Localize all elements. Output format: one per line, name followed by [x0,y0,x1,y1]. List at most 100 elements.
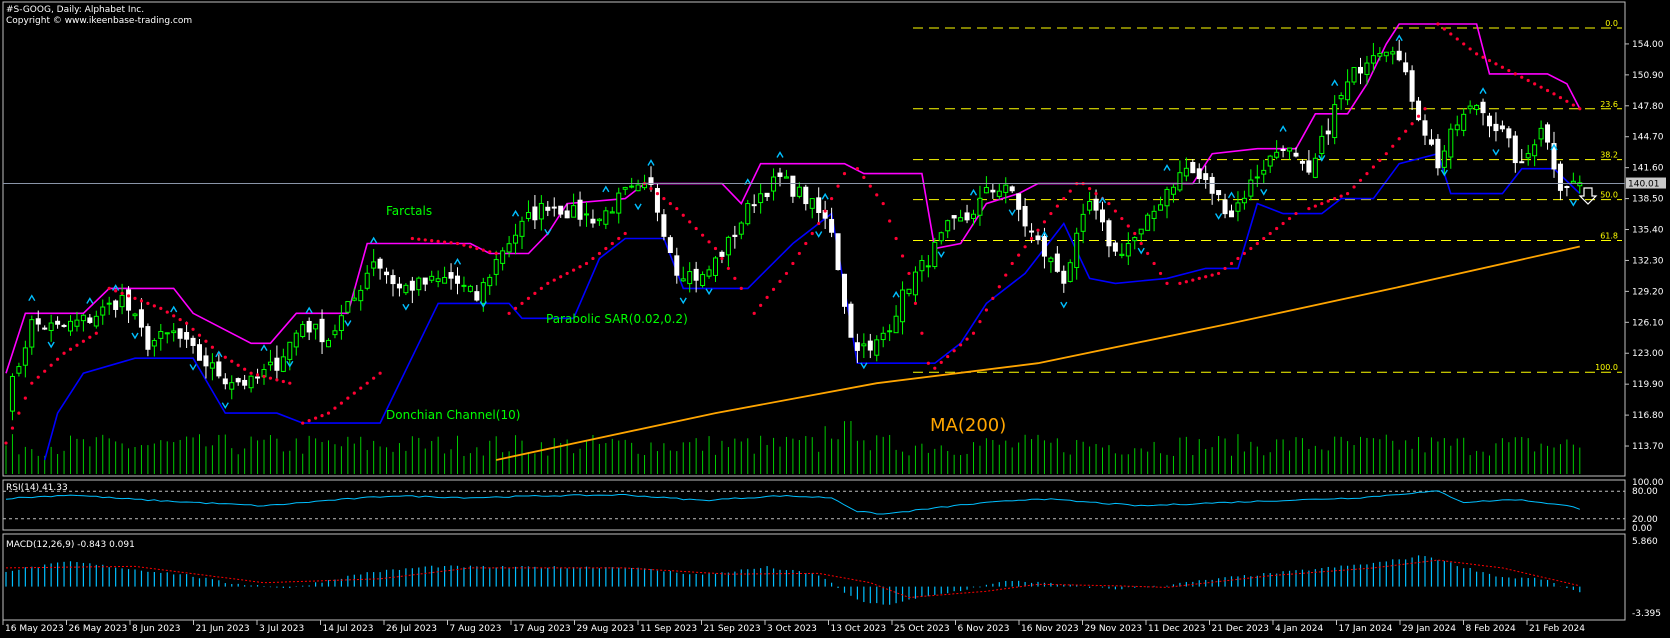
sar-dot [36,375,40,379]
candle-body [1280,148,1286,151]
rsi-tick-label: 80.00 [1632,487,1658,497]
candle-body [242,379,248,386]
sar-dot [43,369,47,373]
candle-body [1370,55,1376,64]
candle-body [1132,237,1138,242]
sar-dot [1416,114,1421,118]
fractal-up-icon [1331,79,1339,87]
sar-dot [10,426,15,430]
sar-dot [565,271,569,276]
sar-dot [817,221,821,226]
price-axis: 154.00 150.90 147.80 144.70 141.60 138.50 135.… [1625,40,1664,452]
sar-dot [1352,185,1356,189]
sar-dot [1533,82,1537,86]
candle-body [1158,204,1164,211]
candle-body [1532,144,1538,157]
candle-body [874,339,880,356]
candle-body [435,278,441,283]
sar-dot [720,256,724,261]
candle-body [1545,124,1551,143]
candle-body [293,332,299,348]
fractal-down-icon [815,231,823,238]
candle-body [1435,138,1441,169]
fractal-up-icon [1395,34,1403,42]
candle-body [403,284,409,294]
macd-signal-line [5,559,1580,599]
candle-body [1487,115,1492,127]
sar-dot [1223,266,1227,271]
candle-body [848,303,854,338]
sar-dot [991,296,995,300]
sar-dot [320,413,324,418]
candle-body [1512,135,1518,164]
candle-body [345,301,351,313]
sar-dot [1249,246,1253,251]
candle-body [1022,206,1028,227]
sar-dot [1268,231,1272,236]
date-tick-label: 8 Jun 2023 [132,624,180,634]
sar-dot [726,266,731,271]
sar-dot [1552,92,1556,96]
candle-body [951,215,957,219]
candle-body [171,330,177,334]
candle-body [622,186,628,190]
sar-dot [842,172,847,176]
candle-body [100,306,106,316]
candle-body [16,366,22,374]
sar-dot [1139,241,1143,246]
candle-body [842,273,847,307]
sar-dot [952,349,956,353]
fractal-up-icon [453,258,462,265]
sar-dot [255,373,260,377]
sar-dot [1133,231,1137,236]
candle-body [1138,228,1144,235]
sar-dot [1158,271,1163,276]
fractal-up-icon [370,236,378,244]
candle-body [1577,182,1583,187]
date-tick-label: 8 Feb 2024 [1466,624,1517,634]
candle-body [1080,213,1086,232]
candle-body [1254,176,1260,179]
candle-body [42,327,48,330]
fractal-up-icon [1163,164,1171,171]
sar-dot [1049,211,1053,216]
sar-dot [372,376,376,380]
fractal-down-icon [937,251,945,259]
fractal-up-icon [215,350,223,358]
candle-body [126,289,132,311]
sar-dot [494,251,498,256]
candle-body [145,326,151,350]
sar-dot [275,378,279,382]
candle-body [745,203,751,225]
sar-dot [959,343,963,347]
sar-dot [139,299,144,303]
candle-body [880,332,886,341]
price-tick-label: 119.90 [1632,380,1664,390]
sar-dot [288,381,292,385]
date-tick-label: 29 Jan 2024 [1402,624,1456,634]
copyright-text: Copyright © www.ikeenbase-trading.com [6,16,192,26]
sar-dot [1346,191,1350,196]
sar-dot [713,246,718,251]
sar-dot [984,308,989,312]
candle-body [61,324,67,327]
sar-dot [907,271,911,276]
sar-dot [1255,241,1259,246]
candle-body [384,271,390,276]
fractal-up-icon [647,159,655,166]
sar-dot [868,184,872,188]
sar-dot [1055,204,1059,208]
sar-dot [1062,196,1066,201]
candle-body [680,278,686,282]
sar-dot [94,331,98,335]
candle-body [500,250,506,264]
candle-body [687,271,693,285]
sar-dot [339,401,343,405]
ma-annotation: MA(200) [930,415,1006,436]
candle-body [1570,180,1576,184]
sar-dot [1152,261,1156,266]
sar-dot [1068,189,1072,193]
candle-body [1454,124,1460,131]
candle-body [1183,167,1189,177]
sar-dot [784,271,789,276]
